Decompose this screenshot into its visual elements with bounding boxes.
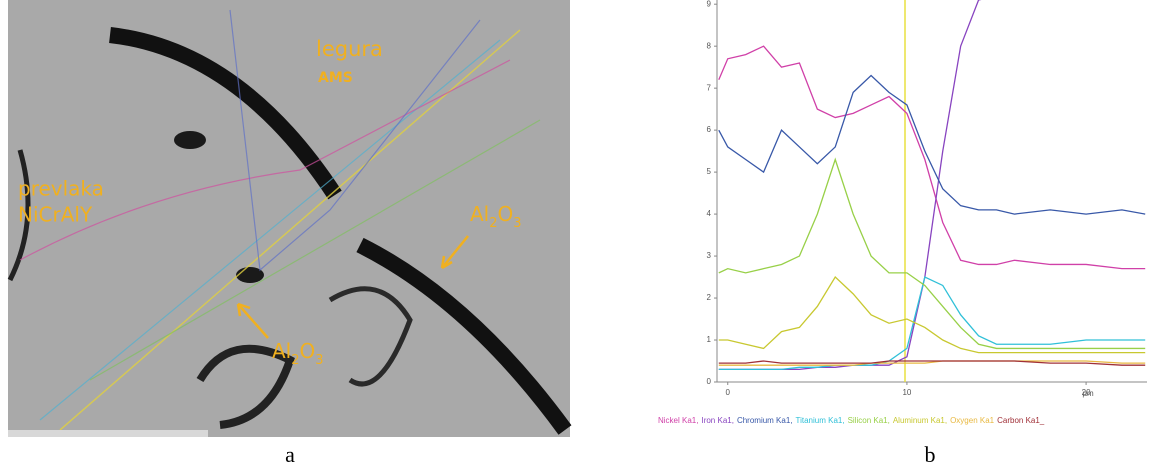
label-part: 2 [291,353,299,368]
y-tick-label: 1 [707,335,712,344]
label: NiCrAlY [18,203,93,227]
label-part: Al [272,339,291,363]
legend-entry: Silicon Ka1, [848,416,890,425]
data-line [719,277,1145,353]
label-part: 3 [315,353,323,368]
y-tick-label: 7 [707,83,712,92]
label-part: 2 [489,216,497,231]
label: AMS [318,70,353,86]
label-part: 3 [513,216,521,231]
x-tick-label: 0 [726,388,731,397]
y-tick-label: 2 [707,293,712,302]
y-tick-label: 6 [707,125,712,134]
legend-entry: Carbon Ka1_ [997,416,1045,425]
caption: a [285,442,295,467]
y-tick-label: 5 [707,167,712,176]
sem-image: legura AMS prevlaka NiCrAlY Al2O3 Al2O3 [8,0,570,437]
x-tick-label: 20 [1082,388,1091,397]
caption: b [925,442,936,467]
y-tick-label: 8 [707,41,712,50]
y-tick-label: 4 [707,209,712,218]
y-tick-label: 9 [707,0,712,8]
label: prevlaka [18,177,104,201]
void [174,131,206,149]
data-line [719,76,1145,215]
x-tick-label: 10 [902,388,911,397]
data-line [719,160,1145,349]
figure-svg: legura AMS prevlaka NiCrAlY Al2O3 Al2O3 … [0,0,1163,470]
data-line [719,46,1145,268]
label-part: O [498,202,514,226]
figure: legura AMS prevlaka NiCrAlY Al2O3 Al2O3 … [0,0,1163,470]
y-tick-label: 0 [707,377,712,386]
data-line [719,277,1145,369]
legend-entry: Chromium Ka1, [737,416,793,425]
y-tick-label: 3 [707,251,712,260]
legend-entry: Oxygen Ka1 [950,416,995,425]
label-part: Al [470,202,489,226]
legend-entry: Aluminum Ka1, [893,416,947,425]
legend-entry: Nickel Ka1, [658,416,698,425]
label-part: O [300,339,316,363]
legend-entry: Titanium Ka1, [796,416,845,425]
scale-bar [8,430,208,437]
legend-entry: Iron Ka1, [701,416,733,425]
label: legura [316,37,383,61]
